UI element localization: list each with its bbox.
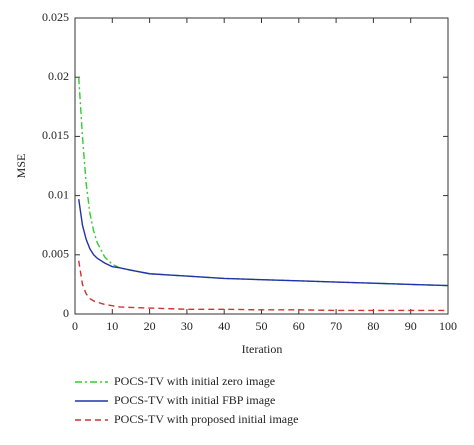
x-axis-label: Iteration [242, 342, 283, 356]
x-tick-label: 40 [218, 319, 230, 333]
x-tick-label: 0 [72, 319, 78, 333]
x-tick-label: 50 [256, 319, 268, 333]
x-tick-label: 10 [106, 319, 118, 333]
x-tick-label: 20 [144, 319, 156, 333]
x-tick-label: 30 [181, 319, 193, 333]
y-tick-label: 0.01 [48, 187, 69, 201]
y-tick-label: 0.025 [42, 10, 69, 24]
y-tick-label: 0.005 [42, 247, 69, 261]
x-tick-label: 90 [405, 319, 417, 333]
y-tick-label: 0.015 [42, 128, 69, 142]
series-line [78, 260, 448, 312]
x-tick-label: 100 [439, 319, 457, 333]
legend-label: POCS-TV with initial FBP image [114, 393, 275, 407]
x-tick-label: 80 [367, 319, 379, 333]
series-line [78, 77, 449, 287]
legend-label: POCS-TV with initial zero image [114, 374, 275, 388]
series-line [78, 199, 449, 287]
y-tick-label: 0.02 [48, 69, 69, 83]
x-tick-label: 70 [330, 319, 342, 333]
legend-label: POCS-TV with proposed initial image [114, 412, 298, 426]
y-axis-label: MSE [14, 154, 28, 179]
y-tick-label: 0 [63, 306, 69, 320]
x-tick-label: 60 [293, 319, 305, 333]
